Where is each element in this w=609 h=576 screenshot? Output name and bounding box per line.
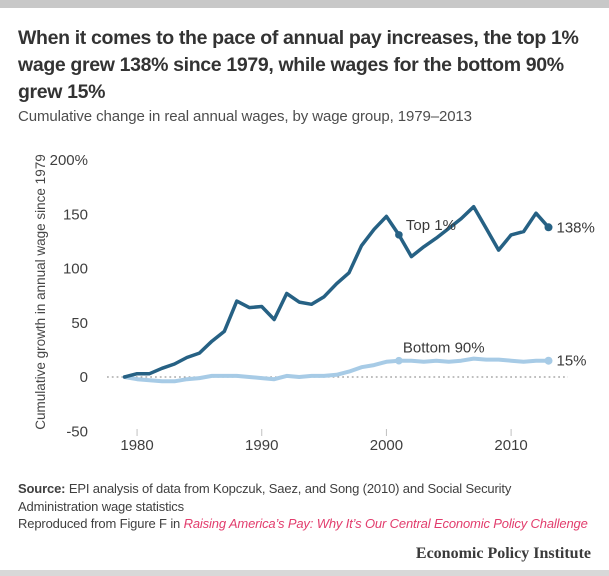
y-tick-label: -50 (66, 423, 88, 440)
chart-subtitle: Cumulative change in real annual wages, … (18, 108, 472, 125)
source-label: Source: (18, 481, 66, 496)
reproduced-note: Reproduced from Figure F in Raising Amer… (18, 516, 598, 531)
top-1-marker (395, 231, 403, 239)
top-bar (0, 0, 609, 8)
bottom-90-marker (395, 356, 403, 365)
source-text: EPI analysis of data from Kopczuk, Saez,… (18, 481, 512, 514)
y-tick-label: 100 (63, 261, 88, 278)
y-tick-label: 0 (80, 369, 88, 386)
bottom-bar (0, 570, 609, 576)
y-tick-label: 200% (50, 152, 88, 169)
y-tick-label: 150 (63, 206, 88, 223)
bottom-90-end-marker (544, 356, 553, 365)
x-tick-label: 2010 (494, 437, 527, 454)
bottom-90-line (122, 356, 551, 384)
x-tick-label: 2000 (370, 437, 403, 454)
epi-logo-text: Economic Policy Institute (415, 545, 591, 562)
reproduced-prefix: Reproduced from Figure F in (18, 516, 184, 531)
top-1-end-value: 138% (557, 219, 595, 236)
top-1-label: Top 1% (406, 217, 456, 234)
top-1-end-marker (544, 223, 553, 232)
report-link[interactable]: Raising America’s Pay: Why It’s Our Cent… (183, 516, 588, 531)
y-tick-label: 50 (71, 315, 88, 332)
chart-title: When it comes to the pace of annual pay … (18, 27, 579, 103)
x-tick-label: 1980 (120, 437, 153, 454)
bottom-90-end-value: 15% (557, 353, 587, 370)
y-axis-title: Cumulative growth in annual wage since 1… (33, 154, 48, 429)
x-tick-label: 1990 (245, 437, 278, 454)
source-note: Source: EPI analysis of data from Kopczu… (18, 480, 591, 516)
wage-growth-line-chart: 200% 150 100 50 0 -50 1980 1990 2000 2010 Cumulati… (33, 152, 595, 454)
bottom-90-label: Bottom 90% (403, 340, 485, 357)
top-1-line (122, 204, 551, 379)
